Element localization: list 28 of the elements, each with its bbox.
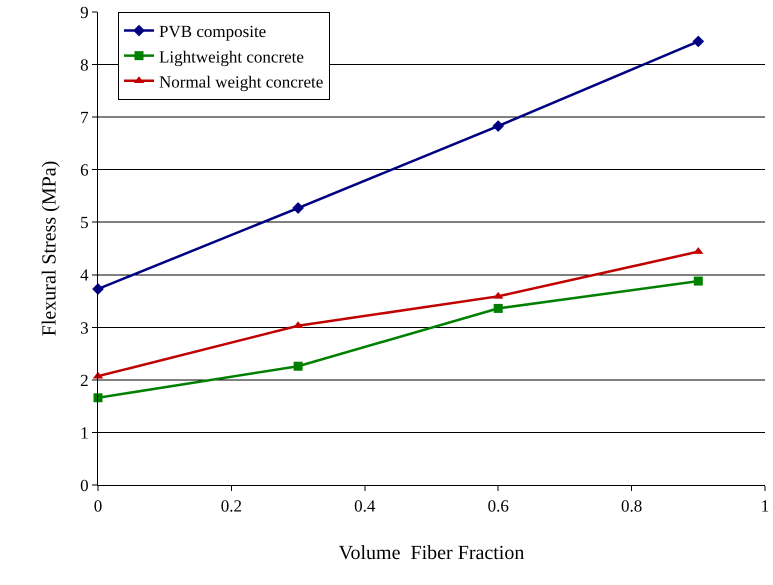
y-tick-label: 7 (80, 108, 90, 128)
legend-label: PVB composite (159, 22, 266, 42)
y-tick-label: 3 (80, 318, 89, 338)
y-tick-label: 6 (80, 160, 89, 180)
y-tick-label: 1 (80, 423, 89, 442)
y-tick-label: 4 (80, 266, 90, 285)
point (294, 362, 303, 371)
point (694, 276, 703, 286)
point (494, 304, 503, 313)
point (492, 120, 504, 132)
y-axis-title: Flexural Stress (MPa) (38, 160, 61, 336)
legend-label: Lightweight concrete (159, 47, 304, 66)
y-tick-label: 8 (80, 56, 89, 75)
x-tick-label: 0.2 (220, 496, 242, 516)
point (292, 202, 304, 214)
x-tick-label: 0 (94, 496, 102, 516)
x-tick-label: 0.8 (620, 496, 642, 516)
y-tick-label: 0 (80, 476, 89, 495)
y-tick-label: 5 (80, 213, 89, 232)
legend-label: Normal weight concrete (159, 72, 324, 92)
point (692, 36, 704, 48)
x-axis-title: Volume Fiber Fraction (338, 542, 524, 564)
x-tick-label: 0.4 (354, 496, 376, 516)
y-tick-label: 9 (80, 2, 89, 22)
x-tick-label: 1 (760, 496, 770, 516)
x-tick-label: 0.6 (488, 496, 509, 516)
point (493, 292, 504, 299)
y-tick-label: 2 (80, 370, 89, 390)
